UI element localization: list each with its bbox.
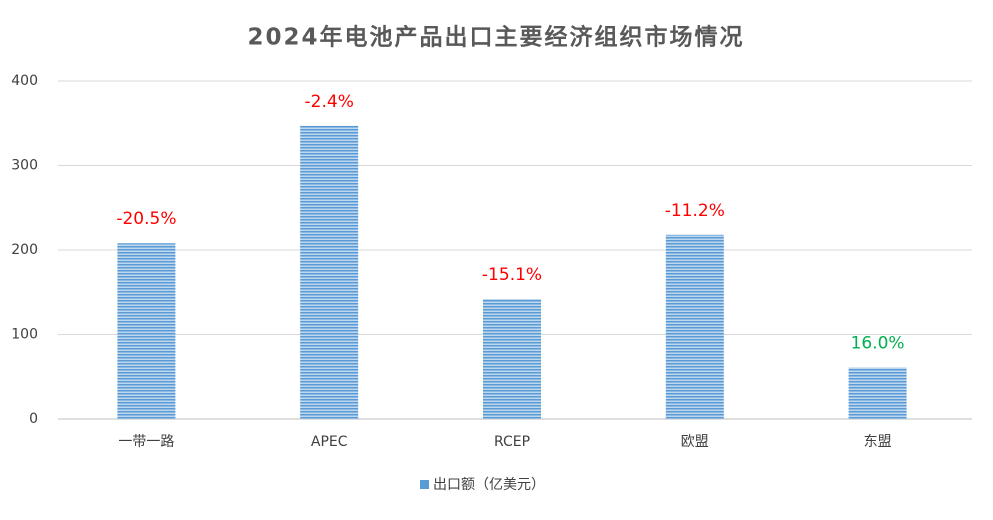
growth-label: -2.4%	[305, 92, 354, 112]
x-tick-label: APEC	[311, 434, 348, 450]
growth-label: -11.2%	[665, 201, 725, 221]
y-tick-label: 200	[11, 242, 38, 258]
growth-label: 16.0%	[851, 333, 905, 353]
growth-label: -15.1%	[482, 265, 542, 285]
y-tick-label: 300	[11, 158, 38, 174]
x-tick-label: RCEP	[494, 434, 530, 450]
bar	[848, 367, 907, 419]
bar	[483, 299, 541, 419]
x-tick-label: 欧盟	[681, 434, 709, 450]
x-tick-label: 东盟	[864, 434, 892, 450]
bar	[665, 234, 724, 419]
y-tick-label: 400	[11, 73, 38, 89]
y-tick-label: 0	[29, 411, 38, 427]
growth-label: -20.5%	[116, 209, 176, 229]
x-tick-label: 一带一路	[118, 434, 174, 450]
bar	[300, 125, 359, 419]
y-tick-label: 100	[11, 327, 38, 343]
legend-label: 出口额（亿美元）	[433, 477, 545, 493]
legend-swatch	[420, 480, 429, 489]
bar	[117, 243, 176, 419]
chart-title: 2024年电池产品出口主要经济组织市场情况	[247, 24, 744, 51]
